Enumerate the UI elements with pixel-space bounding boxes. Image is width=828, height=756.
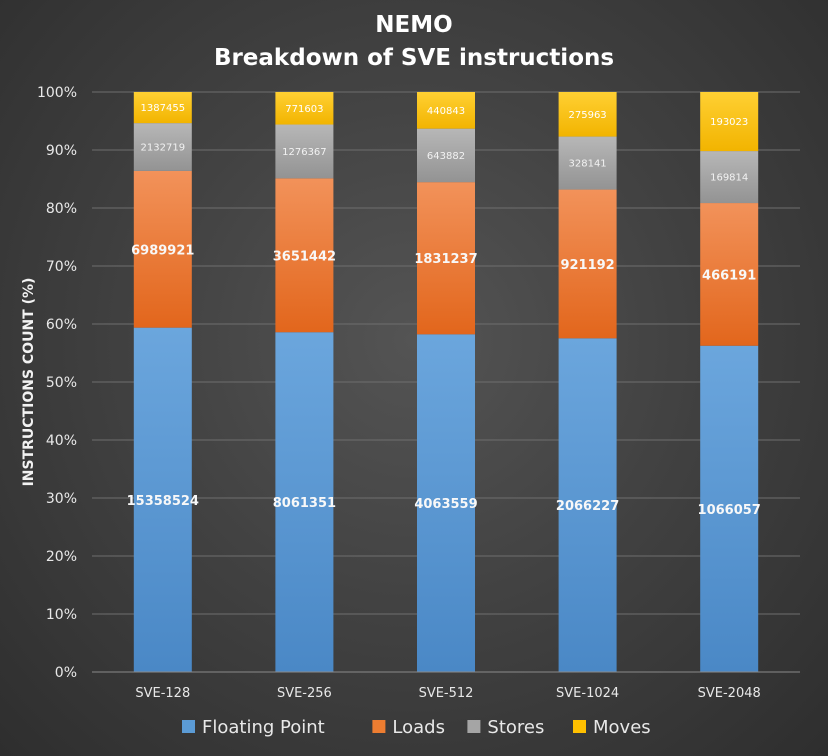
x-tick-label: SVE-1024 [556,686,619,701]
data-label: 6989921 [131,243,194,258]
data-label: 3651442 [273,249,336,264]
data-label: 15358524 [127,494,199,509]
bar-segment[interactable] [700,92,759,152]
legend-label: Loads [392,717,445,738]
chart-title: NEMO [375,12,452,38]
y-tick-label: 50% [46,375,77,391]
legend-swatch [573,720,586,733]
bar-segment[interactable] [275,92,334,125]
data-label: 771603 [285,104,323,115]
bars: 15358524 6989921 2132719 1387455 8061351 3651… [127,92,761,672]
y-tick-label: 20% [46,549,77,565]
data-label: 2066227 [556,499,619,514]
x-tick-label: SVE-128 [135,686,190,701]
data-label: 643882 [427,151,465,162]
y-tick-label: 40% [46,433,77,449]
x-tick-label: SVE-2048 [698,686,761,701]
bar-segment[interactable] [558,92,617,137]
x-axis-labels: SVE-128 SVE-256 SVE-512 SVE-1024 SVE-2048 [135,686,760,701]
legend-label: Stores [487,717,544,738]
y-tick-label: 90% [46,143,77,159]
y-tick-label: 100% [37,85,77,101]
y-tick-label: 10% [46,607,77,623]
bar-segment[interactable] [417,128,475,183]
legend-item[interactable]: Loads [372,717,445,738]
data-label: 466191 [702,268,756,283]
data-label: 4063559 [414,497,477,512]
y-tick-label: 60% [46,317,77,333]
bar-segment[interactable] [133,170,192,328]
bar-segment[interactable] [133,327,192,672]
y-axis-title: INSTRUCTIONS COUNT (%) [21,278,37,487]
bar-segment[interactable] [275,332,334,672]
data-label: 1066057 [698,503,761,518]
legend-label: Floating Point [202,717,325,738]
data-label: 1387455 [141,103,186,114]
bar-segment[interactable] [558,189,617,339]
data-label: 193023 [710,117,748,128]
y-tick-label: 0% [55,665,77,681]
data-label: 275963 [569,110,607,121]
x-tick-label: SVE-512 [419,686,474,701]
bar-segment[interactable] [275,124,334,179]
bar-segment[interactable] [558,136,617,190]
y-tick-label: 80% [46,201,77,217]
data-label: 8061351 [273,496,336,511]
bar-segment[interactable] [700,151,759,204]
legend[interactable]: Floating Point Loads Stores Moves [182,717,651,738]
x-tick-label: SVE-256 [277,686,332,701]
y-axis-ticks: 0% 10% 20% 30% 40% 50% 60% 70% 80% 90% 100% [37,85,77,681]
data-label: 1831237 [414,252,477,267]
chart-subtitle: Breakdown of SVE instructions [214,45,614,71]
bar-segment[interactable] [275,178,334,333]
legend-item[interactable]: Moves [573,717,651,738]
data-label: 440843 [427,106,465,117]
bar-segment[interactable] [700,203,759,346]
y-tick-label: 30% [46,491,77,507]
bar-segment[interactable] [133,123,192,171]
legend-swatch [467,720,481,733]
legend-item[interactable]: Floating Point [182,717,325,738]
legend-label: Moves [593,717,651,738]
data-label: 169814 [710,173,748,184]
bar-segment[interactable] [417,334,475,672]
data-label: 1276367 [282,147,327,158]
data-label: 921192 [560,258,614,273]
bar-segment[interactable] [700,345,759,672]
data-label: 2132719 [141,143,186,154]
legend-swatch [372,720,386,733]
y-tick-label: 70% [46,259,77,275]
bar-segment[interactable] [417,182,475,335]
data-label: 328141 [569,159,607,170]
bar-segment[interactable] [558,338,617,672]
bar-segment[interactable] [133,92,192,124]
bar-segment[interactable] [417,92,475,129]
legend-item[interactable]: Stores [467,717,544,738]
legend-swatch [182,720,195,733]
